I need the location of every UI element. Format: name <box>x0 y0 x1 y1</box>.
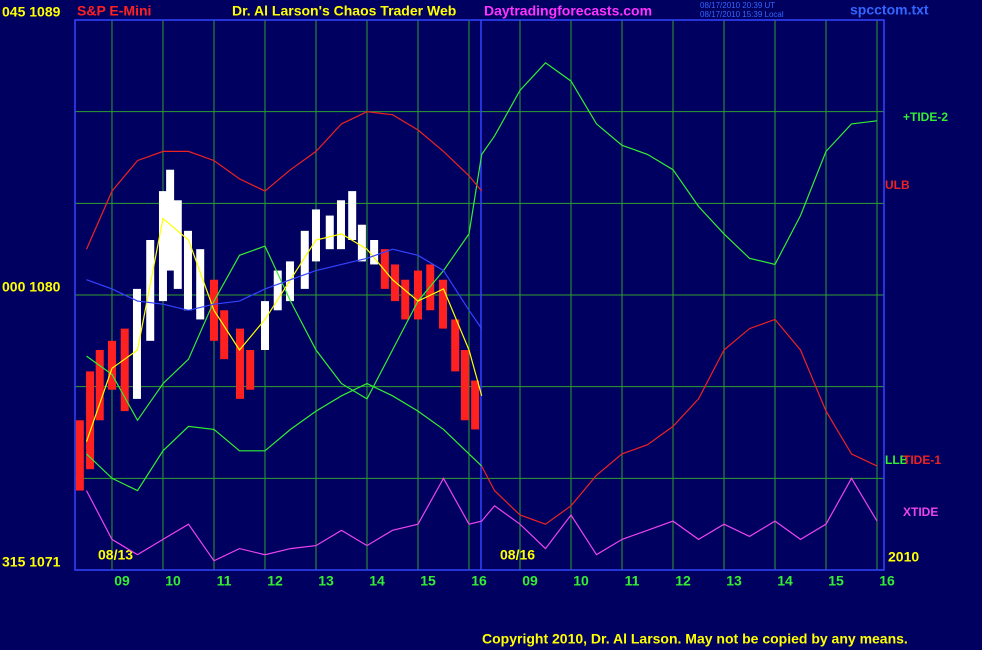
price-bar <box>336 200 345 250</box>
timestamp: 08/17/2010 20:39 UT <box>700 1 775 10</box>
filename: spcctom.txt <box>850 2 929 18</box>
price-bar <box>300 230 309 289</box>
chart-title: Dr. Al Larson's Chaos Trader Web <box>232 3 456 19</box>
price-bar <box>235 328 244 399</box>
x-tick-label: 12 <box>267 573 283 589</box>
series-line <box>85 477 878 562</box>
price-bar <box>260 301 269 350</box>
price-bar <box>220 310 229 360</box>
price-bar <box>146 240 155 341</box>
price-bar <box>246 350 255 390</box>
series-label: +TIDE-2 <box>903 110 948 124</box>
x-tick-label: 09 <box>522 573 538 589</box>
price-bar <box>86 371 95 470</box>
series-line <box>481 318 878 525</box>
x-tick-label: 12 <box>675 573 691 589</box>
price-bar <box>471 380 480 430</box>
series-line <box>86 248 483 329</box>
series-line <box>86 382 483 492</box>
price-bar <box>451 319 460 372</box>
x-tick-label: 16 <box>879 573 895 589</box>
series-label: ULB <box>885 178 910 192</box>
price-bar <box>460 350 469 421</box>
price-bar <box>380 249 389 289</box>
x-tick-label: 10 <box>165 573 181 589</box>
date-label: 08/13 <box>98 547 133 563</box>
price-bar <box>183 230 192 311</box>
x-tick-label: 11 <box>625 573 640 589</box>
price-bar <box>413 270 422 320</box>
date-label: 08/16 <box>500 547 535 563</box>
y-tick-label: 045 1089 <box>2 4 61 20</box>
plot-border <box>74 19 885 571</box>
price-bar <box>357 224 366 262</box>
instrument: S&P E-Mini <box>77 3 151 19</box>
website: Daytradingforecasts.com <box>484 3 652 19</box>
x-tick-label: 13 <box>318 573 334 589</box>
x-tick-label: 09 <box>114 573 130 589</box>
price-bar <box>166 169 175 271</box>
price-bar <box>391 264 400 302</box>
price-bar <box>273 270 282 311</box>
price-bar <box>132 288 141 399</box>
x-tick-label: 10 <box>573 573 589 589</box>
series-label: XTIDE <box>903 505 938 519</box>
x-tick-label: 14 <box>369 573 385 589</box>
x-tick-label: 16 <box>471 573 487 589</box>
series-label: LLB <box>885 453 909 467</box>
copyright: Copyright 2010, Dr. Al Larson. May not b… <box>482 631 908 647</box>
x-tick-label: 14 <box>777 573 793 589</box>
series-line <box>85 111 483 250</box>
x-tick-label: 15 <box>828 573 844 589</box>
x-tick-label: 15 <box>420 573 436 589</box>
price-bar <box>348 191 357 240</box>
price-bar <box>370 240 379 265</box>
price-bar <box>107 340 116 390</box>
price-bar <box>173 200 182 289</box>
y-tick-label: 000 1080 <box>2 279 61 295</box>
price-bar <box>120 328 129 412</box>
price-bar <box>325 215 334 250</box>
series-line <box>86 62 878 422</box>
date-label: 2010 <box>888 549 919 565</box>
price-bar <box>95 350 104 421</box>
x-tick-label: 11 <box>217 573 232 589</box>
price-bar <box>196 249 205 320</box>
series-label: TIDE-1 <box>903 453 941 467</box>
price-bar <box>401 279 410 320</box>
price-bar <box>438 279 447 329</box>
price-bar <box>311 209 320 262</box>
price-bar <box>158 191 167 302</box>
y-tick-label: 315 1071 <box>2 554 61 570</box>
x-tick-label: 13 <box>726 573 742 589</box>
timestamp: 08/17/2010 15:39 Local <box>700 10 784 19</box>
price-bar <box>75 420 84 491</box>
